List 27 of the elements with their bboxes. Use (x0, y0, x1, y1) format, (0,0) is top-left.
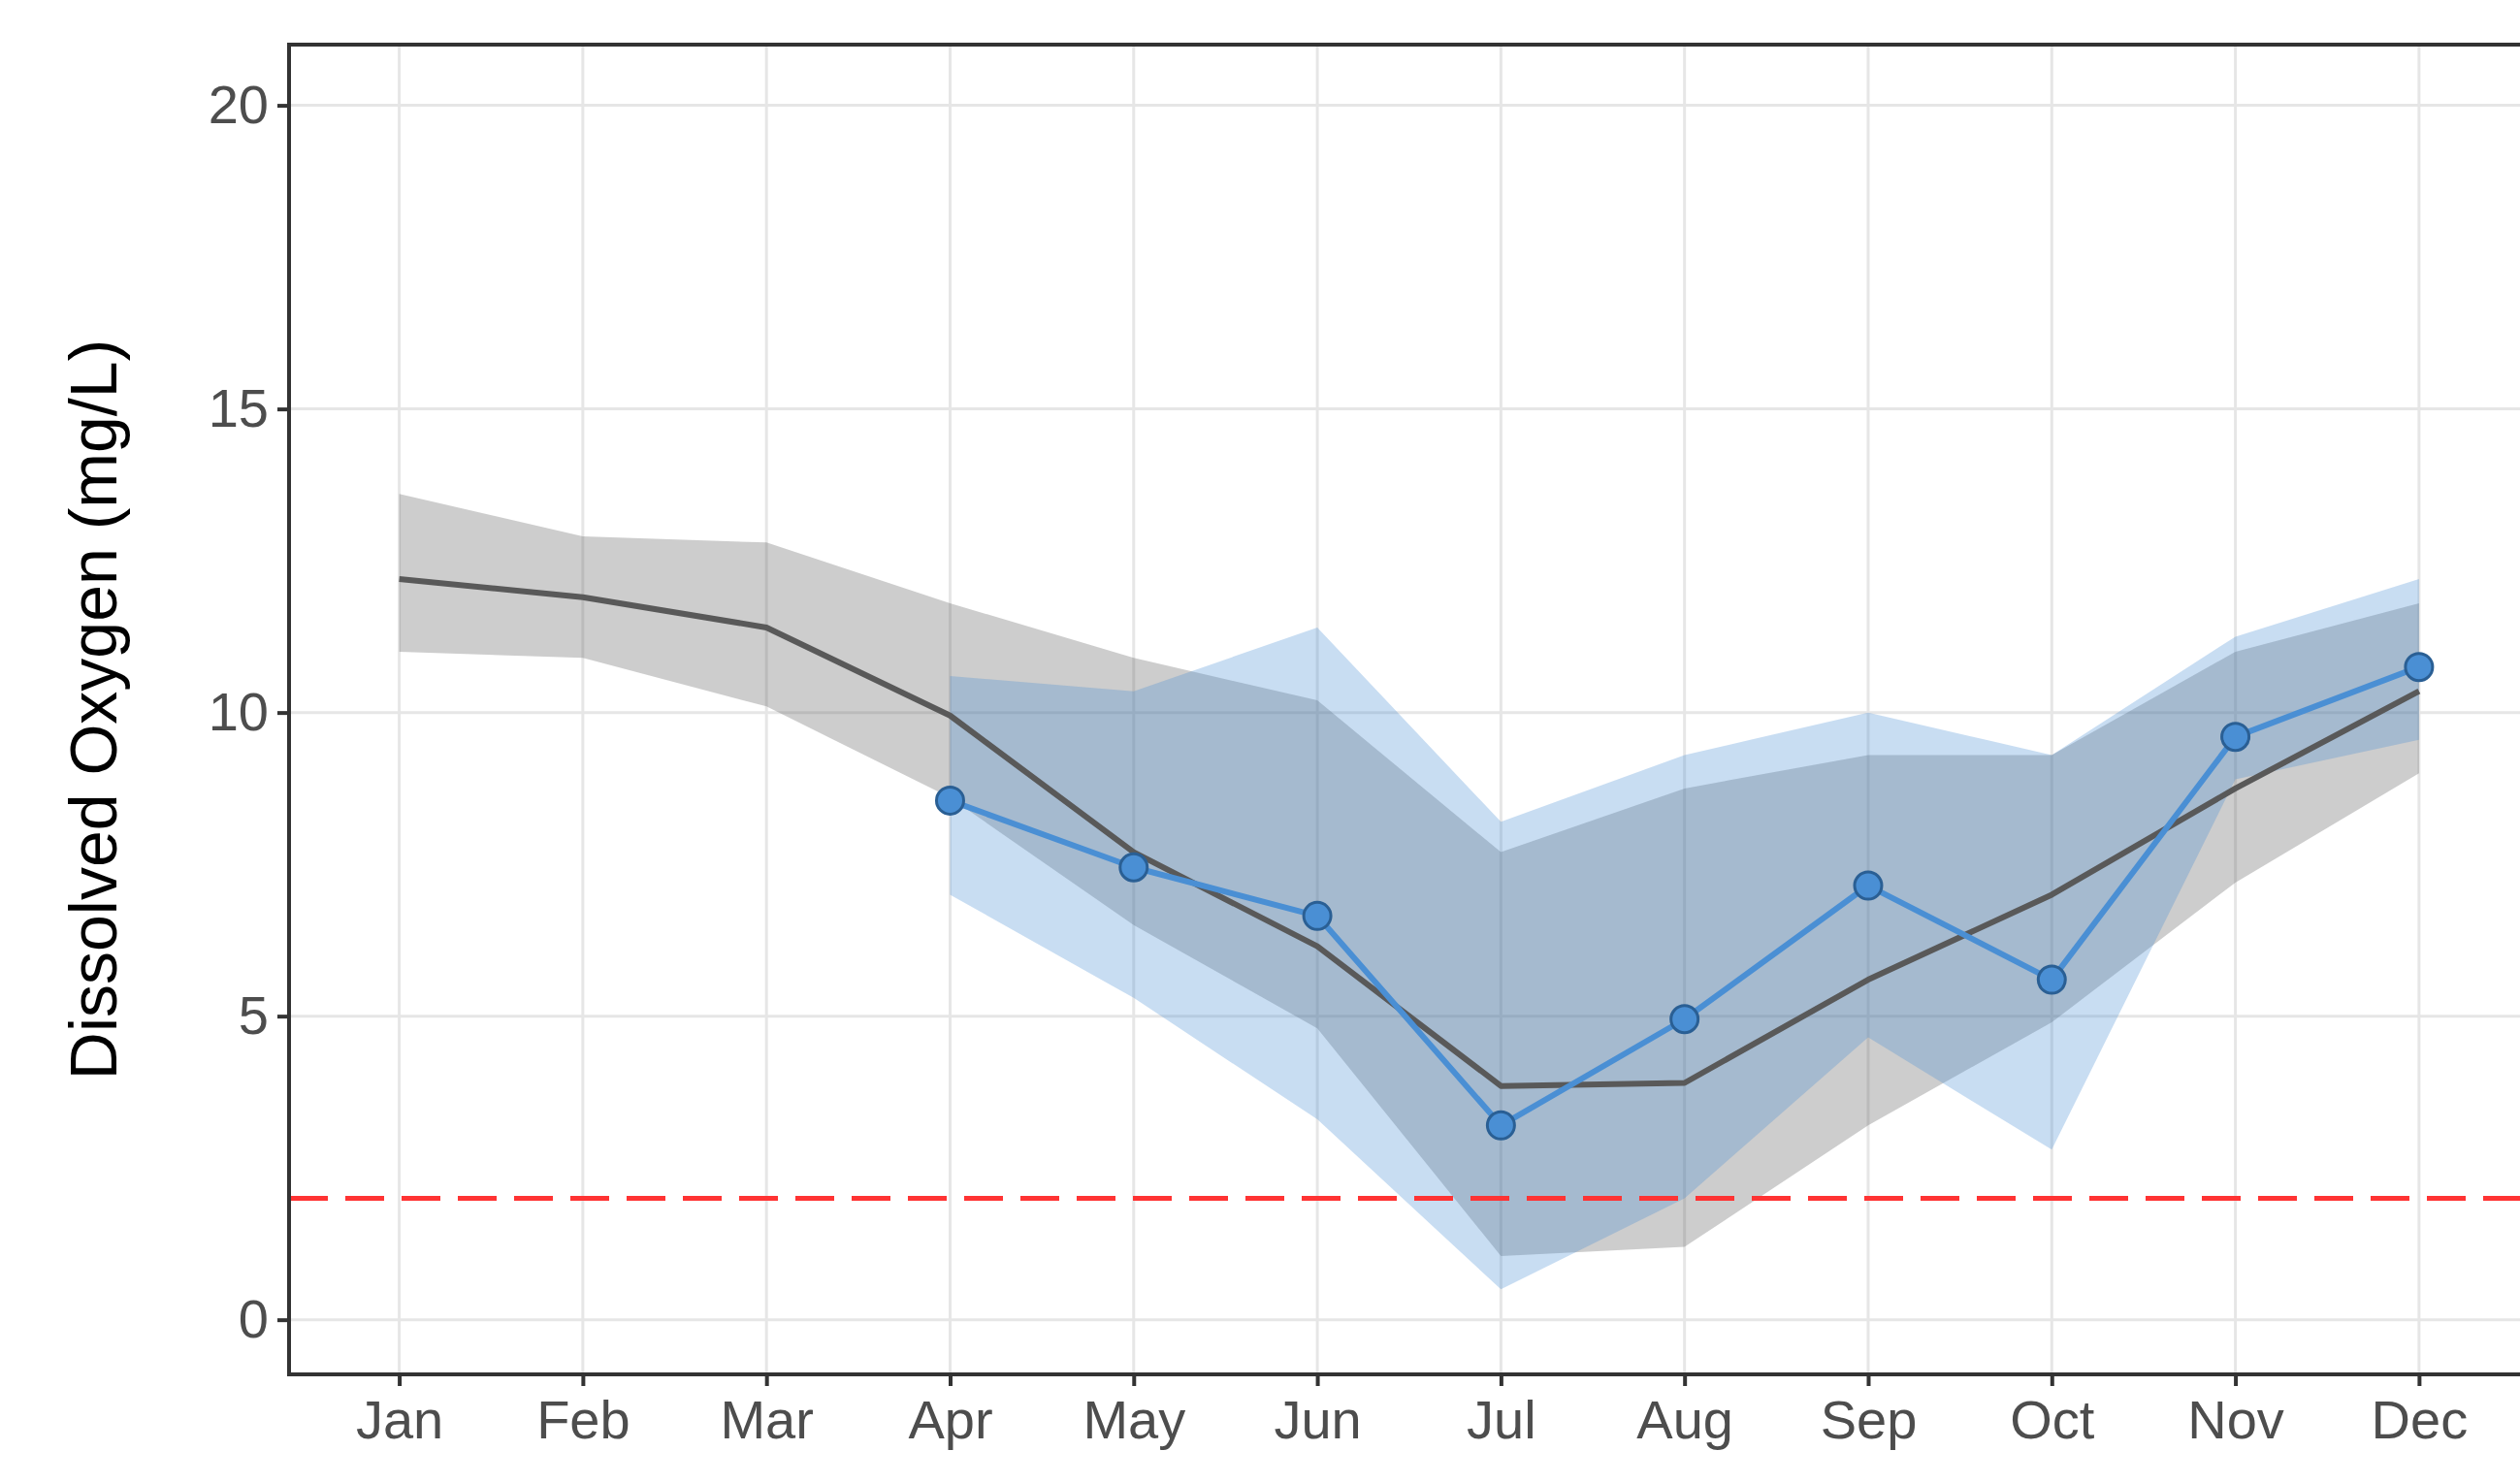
x-tick-label: Aug (1636, 1388, 1733, 1450)
point (1485, 1110, 1516, 1141)
point (1302, 900, 1333, 931)
x-tick-label: Sep (1820, 1388, 1918, 1450)
point (2036, 964, 2067, 995)
y-tick-label: 20 (208, 74, 269, 136)
x-tick-label: Apr (908, 1388, 993, 1450)
x-tick-label: Mar (720, 1388, 814, 1450)
x-tick-label: Jul (1467, 1388, 1536, 1450)
y-tick-label: 5 (238, 984, 269, 1047)
x-tick-label: Dec (2371, 1388, 2469, 1450)
x-tick-label: Feb (536, 1388, 630, 1450)
y-axis-title: Dissolved Oxygen (mg/L) (56, 339, 130, 1080)
point (934, 785, 965, 816)
y-tick-label: 15 (208, 377, 269, 439)
point (1853, 870, 1884, 901)
x-tick-label: Jun (1274, 1388, 1362, 1450)
point (2220, 722, 2251, 753)
y-tick-label: 10 (208, 681, 269, 743)
x-tick-label: Oct (2010, 1388, 2095, 1450)
x-tick-label: Jan (355, 1388, 444, 1450)
x-tick-label: May (1082, 1388, 1186, 1450)
x-tick-label: Nov (2187, 1388, 2284, 1450)
point (1118, 852, 1149, 883)
y-tick-label: 0 (238, 1288, 269, 1350)
point (2404, 652, 2435, 683)
point (1669, 1004, 1700, 1035)
